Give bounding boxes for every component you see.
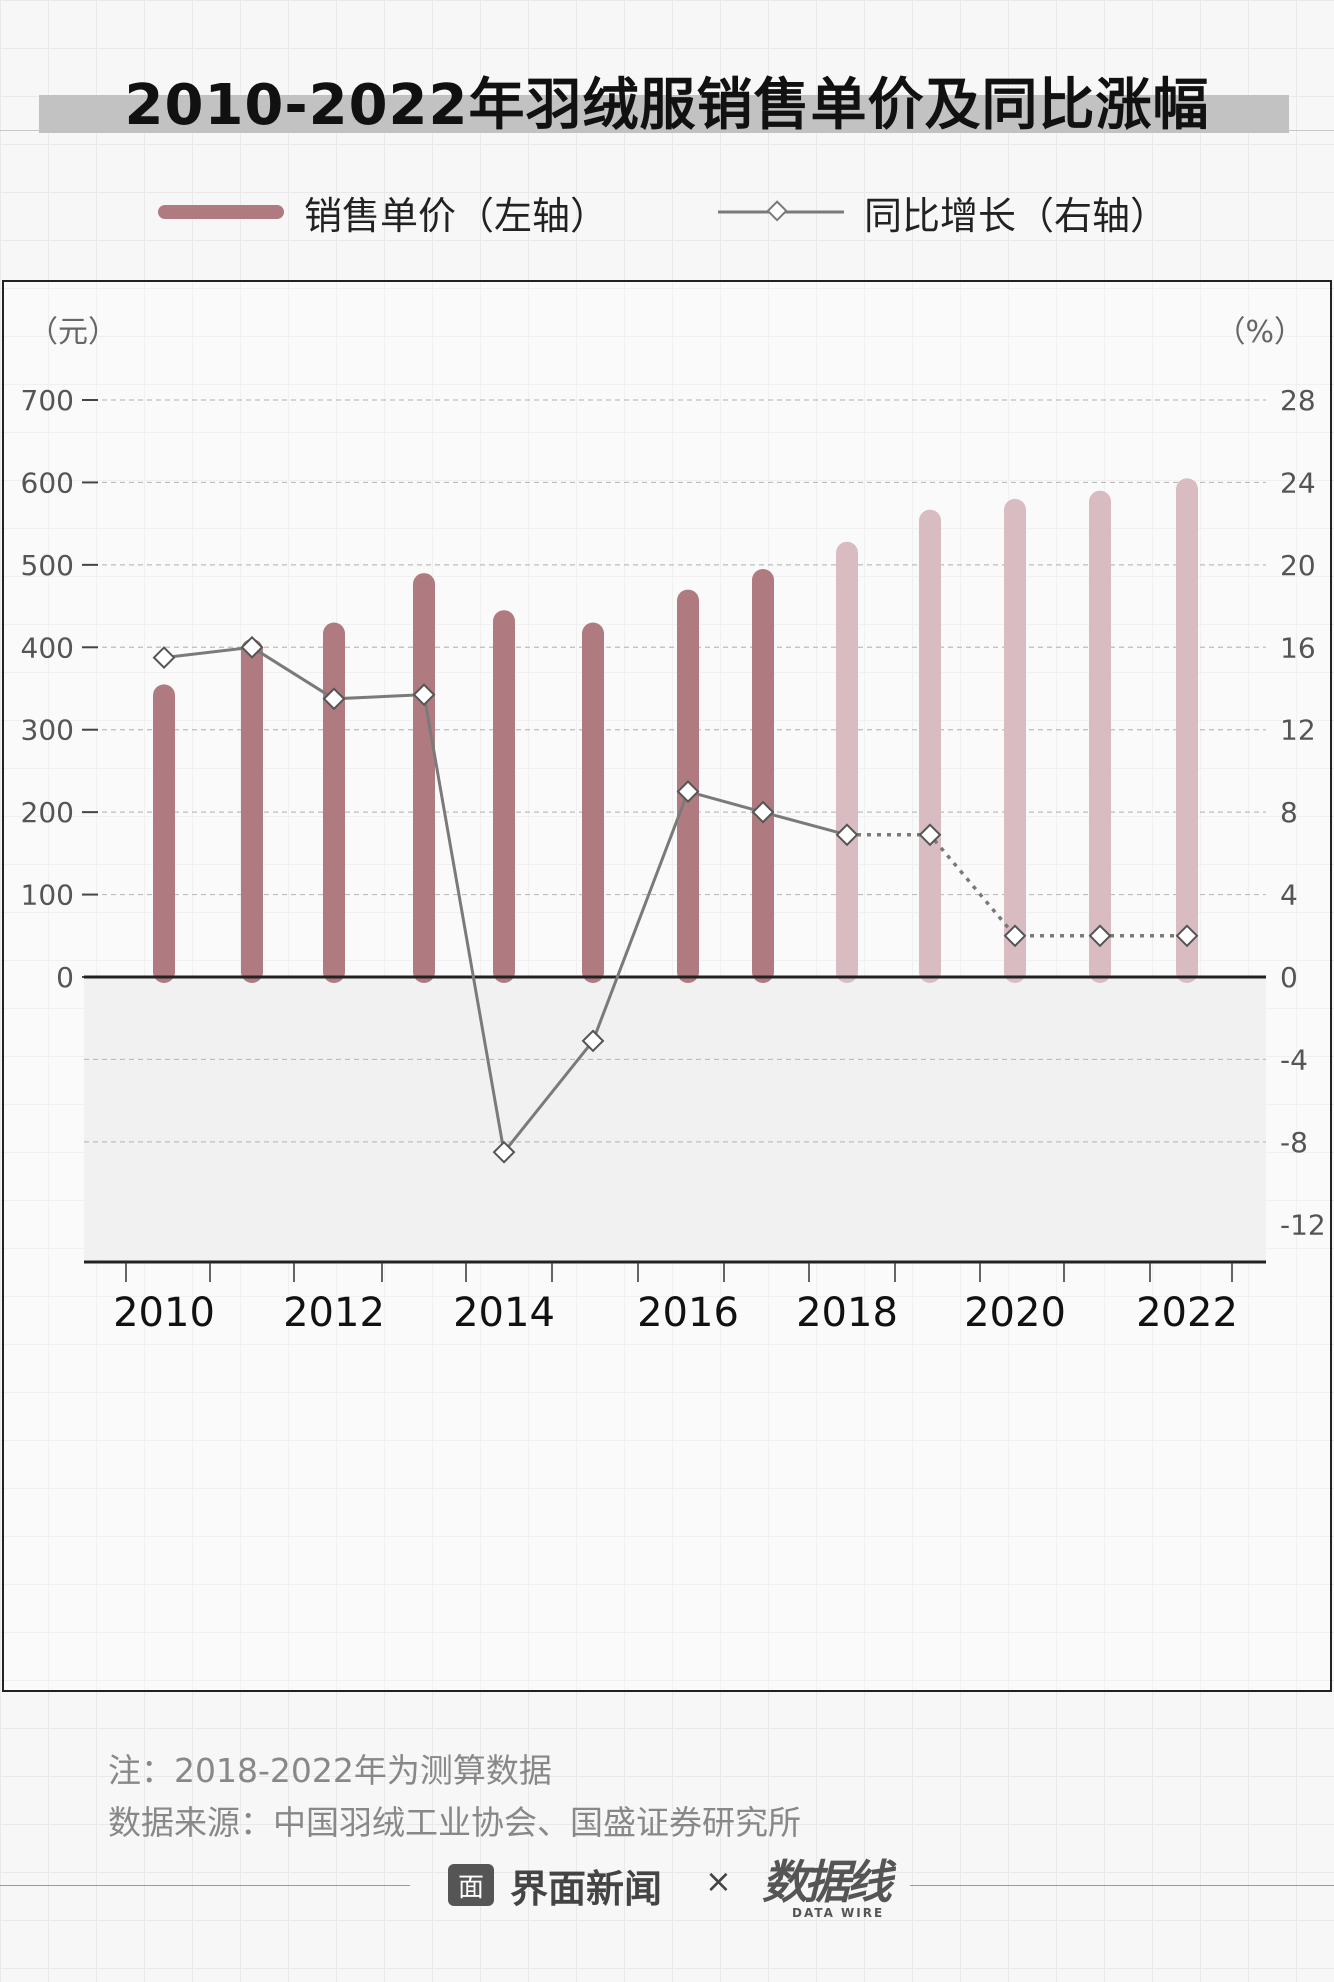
right-tick-label: 24 xyxy=(1280,466,1316,499)
bar xyxy=(1004,498,1026,983)
datawire-logo: 数据线 DATA WIRE xyxy=(762,1846,902,1930)
datawire-logo-sub: DATA WIRE xyxy=(792,1906,885,1920)
footer: 面 界面新闻 × 数据线 DATA WIRE xyxy=(0,1840,1334,1930)
x-tick-label: 2022 xyxy=(1136,1290,1238,1336)
growth-marker xyxy=(322,687,346,711)
legend-line-swatch xyxy=(718,200,844,222)
growth-marker xyxy=(240,635,264,659)
left-tick-label: 600 xyxy=(21,466,74,499)
legend: 销售单价（左轴） 同比增长（右轴） xyxy=(0,182,1334,242)
chart-frame: （元） （%） 0 100 200 300 400 500 600 700 -12 -8 -4 0 4 8 12… xyxy=(2,280,1332,1692)
right-axis-unit: （%） xyxy=(1215,315,1304,350)
source-text: 数据来源：中国羽绒工业协会、国盛证券研究所 xyxy=(108,1803,801,1842)
bar xyxy=(752,568,774,983)
right-tick-label: 0 xyxy=(1280,961,1298,994)
left-tick-label: 500 xyxy=(21,549,74,582)
x-tick-label: 2016 xyxy=(637,1290,739,1336)
negative-zone xyxy=(84,977,1266,1262)
brand-jiemian: 面 界面新闻 xyxy=(448,1860,663,1911)
left-tick-label: 100 xyxy=(21,879,74,912)
bar xyxy=(493,610,515,983)
footer-rule-left xyxy=(0,1885,410,1886)
left-tick-label: 200 xyxy=(21,796,74,829)
x-tick-label: 2018 xyxy=(796,1290,898,1336)
bar xyxy=(1089,490,1111,983)
brand-icon: 面 xyxy=(448,1864,494,1906)
legend-item-growth: 同比增长（右轴） xyxy=(718,182,1168,242)
growth-marker xyxy=(492,1140,516,1164)
left-tick-label: 400 xyxy=(21,631,74,664)
growth-marker xyxy=(1175,924,1199,948)
bar xyxy=(836,541,858,983)
legend-item-price: 销售单价（左轴） xyxy=(158,182,608,242)
x-tick-label: 2012 xyxy=(283,1290,385,1336)
x-tick-label: 2014 xyxy=(453,1290,555,1336)
legend-label-price: 销售单价（左轴） xyxy=(304,193,609,238)
left-tick-label: 0 xyxy=(56,961,74,994)
bar xyxy=(413,573,435,983)
right-tick-label: 20 xyxy=(1280,549,1316,582)
legend-bar-swatch xyxy=(158,205,284,219)
bar xyxy=(1176,478,1198,983)
x-tick-label: 2020 xyxy=(964,1290,1066,1336)
bar xyxy=(153,684,175,983)
times-sign: × xyxy=(705,1862,732,1900)
left-tick-label: 700 xyxy=(21,384,74,417)
growth-marker xyxy=(152,646,176,670)
title-area: 2010-2022年羽绒服销售单价及同比涨幅 xyxy=(0,50,1334,150)
growth-marker xyxy=(918,823,942,847)
bar xyxy=(919,509,941,983)
x-tick-label: 2010 xyxy=(113,1290,215,1336)
legend-label-growth: 同比增长（右轴） xyxy=(864,193,1169,238)
growth-marker xyxy=(676,780,700,803)
right-tick-label: 8 xyxy=(1280,796,1298,829)
right-tick-label: -12 xyxy=(1280,1208,1326,1241)
growth-marker xyxy=(1003,924,1027,948)
bar xyxy=(582,622,604,983)
bar xyxy=(241,639,263,983)
growth-marker xyxy=(412,683,436,707)
growth-marker xyxy=(581,1029,605,1053)
title-band xyxy=(39,95,1289,133)
growth-marker xyxy=(1088,924,1112,948)
right-tick-label: -4 xyxy=(1280,1043,1308,1076)
right-tick-label: 16 xyxy=(1280,631,1316,664)
chart: （元） （%） 0 100 200 300 400 500 600 700 -12 -8 -4 0 4 8 12… xyxy=(21,315,1326,1336)
datawire-logo-main: 数据线 xyxy=(762,1855,892,1909)
left-tick-label: 300 xyxy=(21,714,74,747)
right-tick-label: -8 xyxy=(1280,1126,1308,1159)
bar xyxy=(323,622,345,983)
left-axis-unit: （元） xyxy=(28,315,118,350)
growth-marker xyxy=(835,823,859,847)
growth-marker xyxy=(751,800,775,824)
right-tick-label: 28 xyxy=(1280,384,1316,417)
right-tick-label: 12 xyxy=(1280,714,1316,747)
chart-title: 2010-2022年羽绒服销售单价及同比涨幅 xyxy=(124,73,1210,138)
footer-rule-right xyxy=(910,1885,1334,1886)
note-text: 注：2018-2022年为测算数据 xyxy=(108,1751,552,1790)
brand-name: 界面新闻 xyxy=(510,1866,663,1911)
right-tick-label: 4 xyxy=(1280,879,1298,912)
